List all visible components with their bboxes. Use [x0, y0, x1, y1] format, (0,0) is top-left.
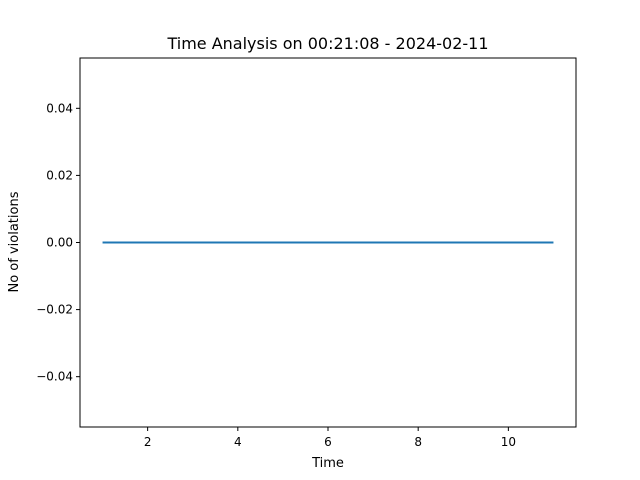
y-axis-label: No of violations — [7, 191, 22, 292]
y-tick-label: 0.00 — [46, 236, 73, 250]
y-tick-label: 0.04 — [46, 101, 73, 115]
y-axis-ticks: −0.04 −0.02 0.00 0.02 0.04 — [36, 101, 80, 384]
x-tick-label: 6 — [324, 435, 332, 449]
y-tick-label: −0.04 — [36, 370, 73, 384]
x-tick-label: 10 — [501, 435, 516, 449]
y-tick-label: 0.02 — [46, 168, 73, 182]
chart-title: Time Analysis on 00:21:08 - 2024-02-11 — [166, 34, 488, 53]
x-axis-ticks: 2 4 6 8 10 — [144, 427, 516, 449]
x-tick-label: 8 — [414, 435, 422, 449]
x-tick-label: 2 — [144, 435, 152, 449]
x-tick-label: 4 — [234, 435, 242, 449]
x-axis-label: Time — [311, 456, 344, 471]
y-tick-label: −0.02 — [36, 303, 73, 317]
